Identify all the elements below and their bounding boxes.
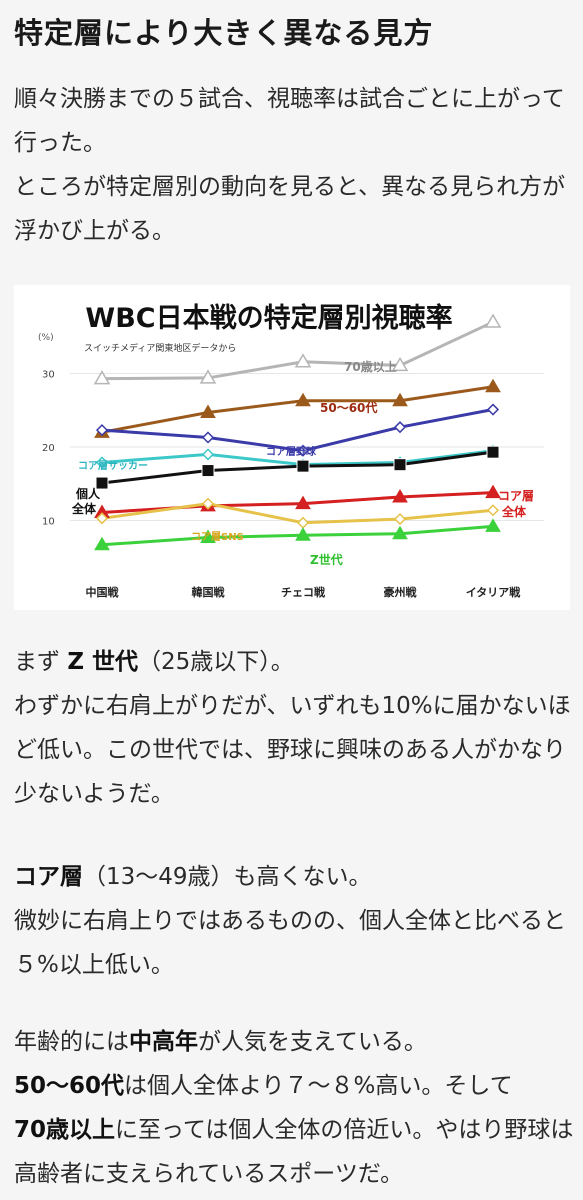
data-point bbox=[200, 529, 216, 543]
series-label-core-all-1: コア層 bbox=[498, 489, 534, 503]
series-label-core-all-2: 全体 bbox=[501, 504, 527, 519]
senior-l2-post: は個人全体より７〜８%高い。そして bbox=[124, 1073, 513, 1099]
core-intro: コア層（13〜49歳）も高くない。 bbox=[14, 855, 574, 899]
data-point bbox=[486, 403, 500, 416]
x-tick-label: チェコ戦 bbox=[281, 585, 326, 599]
data-point bbox=[485, 518, 501, 532]
genz-intro-pre: まず bbox=[14, 649, 68, 675]
chart-image: WBC日本戦の特定層別視聴率 スイッチメディア関東地区データから (%) 30 2… bbox=[14, 285, 570, 610]
core-intro-post: （13〜49歳）も高くない。 bbox=[83, 864, 372, 890]
core-body: 微妙に右肩上りではあるものの、個人全体と比べると５%以上低い。 bbox=[14, 908, 566, 978]
data-point bbox=[200, 404, 216, 418]
line-chart: WBC日本戦の特定層別視聴率 スイッチメディア関東地区データから (%) 30 2… bbox=[14, 285, 570, 610]
senior-term-5060: 50〜60代 bbox=[14, 1073, 125, 1099]
x-tick-label: 韓国戦 bbox=[192, 585, 226, 599]
series-label-total-1: 個人 bbox=[75, 486, 101, 501]
data-point bbox=[294, 353, 312, 368]
senior-term-70plus: 70歳以上 bbox=[14, 1117, 116, 1143]
x-tick-label: 豪州戦 bbox=[384, 585, 418, 599]
y-tick-label: 10 bbox=[42, 517, 55, 528]
chart-subtitle: スイッチメディア関東地区データから bbox=[84, 342, 236, 354]
senior-l3-post: に至っては個人全体の倍近い。やはり野球は高齢者に支えられているスポーツだ。 bbox=[14, 1117, 574, 1187]
genz-intro: まず Z 世代（25歳以下）。 bbox=[14, 640, 574, 684]
data-point bbox=[199, 369, 217, 384]
intro-line-2: ところが特定層別の動向を見ると、異なる見られ方が浮かび上がる。 bbox=[14, 174, 566, 244]
data-point bbox=[296, 459, 310, 473]
intro-line-1: 順々決勝までの５試合、視聴率は試合ごとに上がって行った。 bbox=[14, 86, 565, 156]
genz-term: Z 世代 bbox=[67, 649, 138, 675]
y-axis-unit: (%) bbox=[38, 333, 54, 343]
data-point bbox=[201, 464, 215, 478]
series-label-5060: 50〜60代 bbox=[320, 400, 377, 415]
senior-l1-pre: 年齢的には bbox=[14, 1029, 129, 1055]
data-point bbox=[201, 448, 215, 461]
genz-body: わずかに右肩上がりだが、いずれも10%に届かないほど低い。この世代では、野球に興… bbox=[14, 693, 571, 807]
data-point bbox=[95, 476, 109, 490]
data-point bbox=[393, 458, 407, 472]
series-label-core-soccer: コア層サッカー bbox=[78, 460, 148, 472]
data-point bbox=[296, 444, 310, 457]
data-point bbox=[485, 484, 501, 499]
data-point bbox=[484, 313, 502, 328]
intro-paragraph: 順々決勝までの５試合、視聴率は試合ごとに上がって行った。 ところが特定層別の動向… bbox=[14, 77, 574, 253]
senior-line-3: 70歳以上に至っては個人全体の倍近い。やはり野球は高齢者に支えられているスポーツ… bbox=[14, 1108, 574, 1196]
x-tick-label: 中国戦 bbox=[86, 585, 120, 599]
data-point bbox=[486, 445, 500, 459]
data-point bbox=[295, 392, 311, 407]
senior-paragraph: 年齢的には中高年が人気を支えている。 50〜60代は個人全体より７〜８%高い。そ… bbox=[14, 1020, 574, 1196]
data-point bbox=[95, 512, 109, 525]
y-tick-label: 30 bbox=[42, 370, 55, 381]
x-tick-label: イタリア戦 bbox=[466, 585, 522, 599]
genz-paragraph: まず Z 世代（25歳以下）。 わずかに右肩上がりだが、いずれも10%に届かない… bbox=[14, 640, 574, 816]
chart-title: WBC日本戦の特定層別視聴率 bbox=[85, 302, 452, 334]
series-label-core-baseball: コア層野球 bbox=[266, 445, 317, 458]
senior-l1-post: が人気を支えている。 bbox=[198, 1029, 427, 1055]
senior-line-2: 50〜60代は個人全体より７〜８%高い。そして bbox=[14, 1064, 574, 1108]
data-point bbox=[393, 513, 407, 526]
section-heading: 特定層により大きく異なる見方 bbox=[14, 16, 434, 50]
senior-term-middle-age: 中高年 bbox=[129, 1029, 198, 1055]
data-point bbox=[392, 525, 408, 540]
data-point bbox=[93, 370, 111, 385]
senior-line-1: 年齢的には中高年が人気を支えている。 bbox=[14, 1020, 574, 1064]
y-tick-label: 20 bbox=[42, 443, 55, 454]
series-label-total-2: 全体 bbox=[71, 501, 97, 516]
data-point bbox=[392, 392, 408, 407]
core-term: コア層 bbox=[14, 864, 83, 890]
data-point bbox=[295, 495, 311, 510]
data-point bbox=[201, 497, 215, 510]
series-label-70plus: 70歳以上 bbox=[344, 359, 397, 374]
data-point bbox=[201, 431, 215, 444]
data-point bbox=[485, 378, 501, 393]
data-point bbox=[95, 424, 109, 437]
data-point bbox=[95, 456, 109, 469]
data-point bbox=[392, 489, 408, 503]
core-paragraph: コア層（13〜49歳）も高くない。 微妙に右肩上りではあるものの、個人全体と比べ… bbox=[14, 855, 574, 987]
data-point bbox=[94, 536, 110, 551]
data-point bbox=[391, 356, 409, 372]
data-point bbox=[393, 421, 407, 434]
data-point bbox=[486, 504, 500, 517]
series-label-core-sns: コア層SNS bbox=[191, 531, 244, 543]
data-point bbox=[295, 527, 311, 541]
series-label-genz: Z世代 bbox=[310, 552, 343, 567]
genz-intro-post: （25歳以下）。 bbox=[138, 649, 294, 675]
